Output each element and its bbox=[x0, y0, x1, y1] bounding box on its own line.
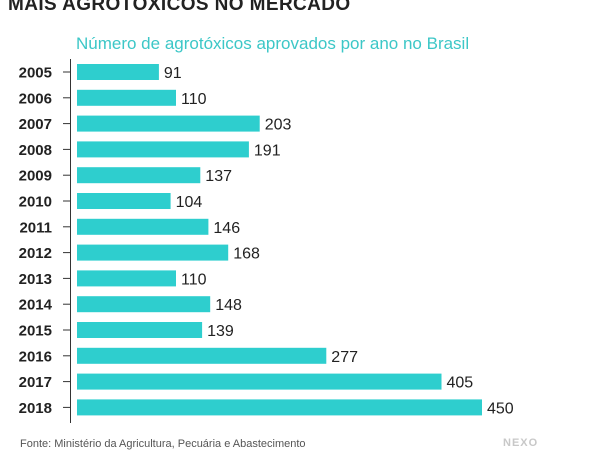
source-note: Fonte: Ministério da Agricultura, Pecuár… bbox=[20, 438, 306, 450]
tick-label-2015: 2015 bbox=[19, 323, 52, 340]
chart-marks: 2005 91 2006 110 2007 203 2008 191 2009 137 2010 10… bbox=[19, 64, 514, 417]
value-label-2018: 450 bbox=[487, 400, 514, 417]
bar-2005 bbox=[77, 64, 159, 80]
value-label-2017: 405 bbox=[447, 375, 474, 392]
value-label-2008: 191 bbox=[254, 142, 281, 159]
value-label-2006: 110 bbox=[181, 91, 207, 108]
tick-label-2018: 2018 bbox=[19, 400, 52, 417]
tick-label-2008: 2008 bbox=[19, 142, 52, 159]
bar-2006 bbox=[77, 89, 176, 106]
value-label-2013: 110 bbox=[181, 271, 207, 288]
bar-2012 bbox=[77, 244, 229, 261]
bar-2013 bbox=[77, 270, 176, 287]
bar-2007 bbox=[77, 115, 260, 132]
value-label-2007: 203 bbox=[265, 117, 292, 134]
value-label-2009: 137 bbox=[205, 168, 232, 185]
tick-label-2014: 2014 bbox=[19, 297, 53, 314]
bar-2016 bbox=[77, 347, 327, 364]
tick-label-2005: 2005 bbox=[19, 65, 52, 82]
tick-label-2011: 2011 bbox=[19, 219, 52, 236]
nexo-logo: NEXO bbox=[503, 437, 539, 449]
tick-label-2013: 2013 bbox=[19, 271, 52, 288]
tick-label-2007: 2007 bbox=[19, 116, 52, 133]
bar-2014 bbox=[77, 296, 211, 313]
tick-label-2010: 2010 bbox=[19, 194, 52, 211]
value-label-2011: 146 bbox=[213, 220, 240, 237]
bar-2018 bbox=[77, 399, 482, 416]
bar-2008 bbox=[77, 141, 249, 158]
tick-label-2012: 2012 bbox=[19, 245, 52, 262]
bar-2017 bbox=[77, 373, 442, 390]
chart-subtitle: Número de agrotóxicos aprovados por ano … bbox=[76, 34, 470, 53]
tick-label-2006: 2006 bbox=[19, 90, 52, 107]
value-label-2015: 139 bbox=[207, 323, 234, 340]
chart-title: MAIS AGROTÓXICOS NO MERCADO bbox=[8, 0, 351, 15]
tick-label-2009: 2009 bbox=[19, 168, 52, 185]
value-label-2014: 148 bbox=[215, 297, 242, 314]
value-label-2012: 168 bbox=[233, 246, 260, 263]
value-label-2005: 91 bbox=[164, 65, 182, 82]
bar-2009 bbox=[77, 167, 201, 184]
value-label-2010: 104 bbox=[176, 194, 203, 211]
tick-label-2017: 2017 bbox=[19, 374, 52, 391]
value-label-2016: 277 bbox=[331, 349, 358, 366]
bar-2010 bbox=[77, 193, 171, 209]
bar-2015 bbox=[77, 322, 203, 338]
bar-2011 bbox=[77, 218, 209, 235]
tick-label-2016: 2016 bbox=[19, 348, 52, 365]
